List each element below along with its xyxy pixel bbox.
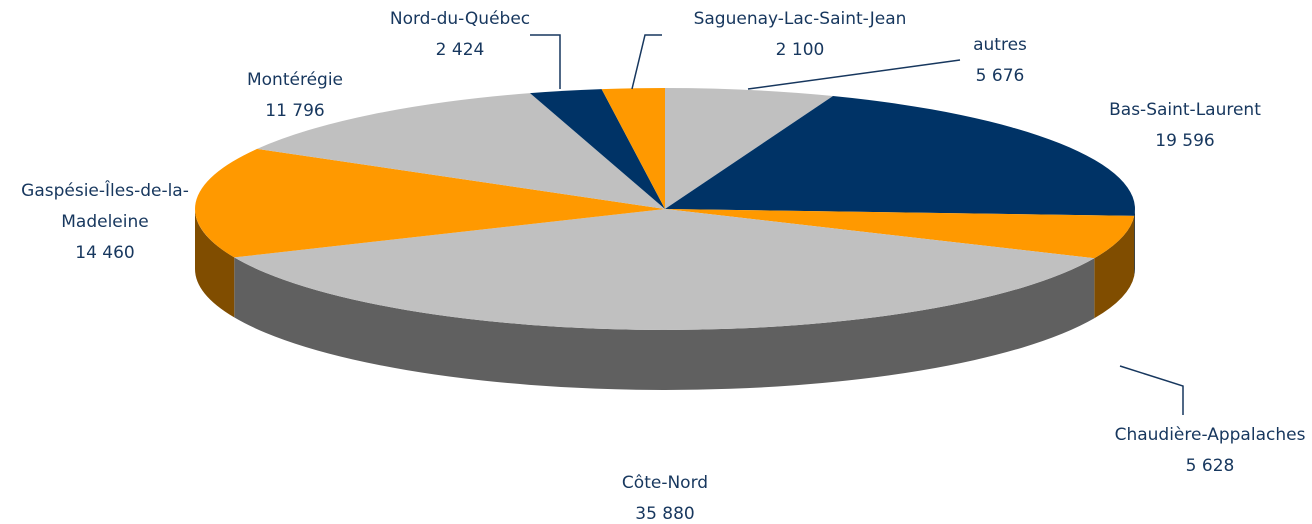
slice: [601, 88, 665, 209]
category-label: autres: [973, 35, 1027, 55]
slice: [257, 93, 665, 209]
value-label: 19 596: [1155, 131, 1215, 151]
category-label: Saguenay-Lac-Saint-Jean: [693, 9, 907, 29]
data-label: Chaudière-Appalaches 5 628: [1115, 420, 1306, 482]
value-label: 5 676: [975, 66, 1025, 86]
value-label: 2 424: [435, 40, 485, 60]
leader-line: [747, 59, 961, 90]
data-label: autres 5 676: [973, 30, 1027, 92]
category-label: Montérégie: [246, 70, 344, 90]
value-label: 14 460: [75, 243, 135, 263]
value-label: 5 628: [1185, 456, 1235, 476]
slice: [665, 88, 834, 209]
data-label: Bas-Saint-Laurent 19 596: [1109, 95, 1261, 157]
value-label: 2 100: [775, 40, 825, 60]
slice: [529, 89, 665, 209]
slice: [194, 148, 665, 258]
leader-line: [1119, 365, 1184, 415]
category-label: Bas-Saint-Laurent: [1109, 100, 1261, 120]
category-label: Nord-du-Québec: [389, 9, 531, 29]
leader-line: [631, 34, 662, 90]
slice-side: [234, 257, 1095, 391]
slice: [665, 95, 1135, 216]
data-label: Montérégie 11 796: [247, 65, 343, 127]
data-label: Nord-du-Québec 2 424: [390, 4, 530, 66]
category-label: Côte-Nord: [621, 473, 709, 493]
slice-side: [1134, 209, 1135, 276]
slice-side: [1094, 215, 1135, 319]
category-label: Gaspésie-Îles-de-la-Madeleine: [21, 181, 189, 232]
data-label: Gaspésie-Îles-de-la-Madeleine 14 460: [10, 176, 200, 269]
slice: [234, 209, 1095, 331]
data-label: Saguenay-Lac-Saint-Jean 2 100: [694, 4, 907, 66]
category-label: Chaudière-Appalaches: [1114, 425, 1306, 445]
slice-side: [195, 209, 235, 318]
value-label: 35 880: [635, 504, 695, 524]
value-label: 11 796: [265, 101, 325, 121]
data-label: Côte-Nord 35 880: [622, 468, 708, 524]
leader-line: [530, 34, 561, 89]
slice: [665, 209, 1135, 259]
